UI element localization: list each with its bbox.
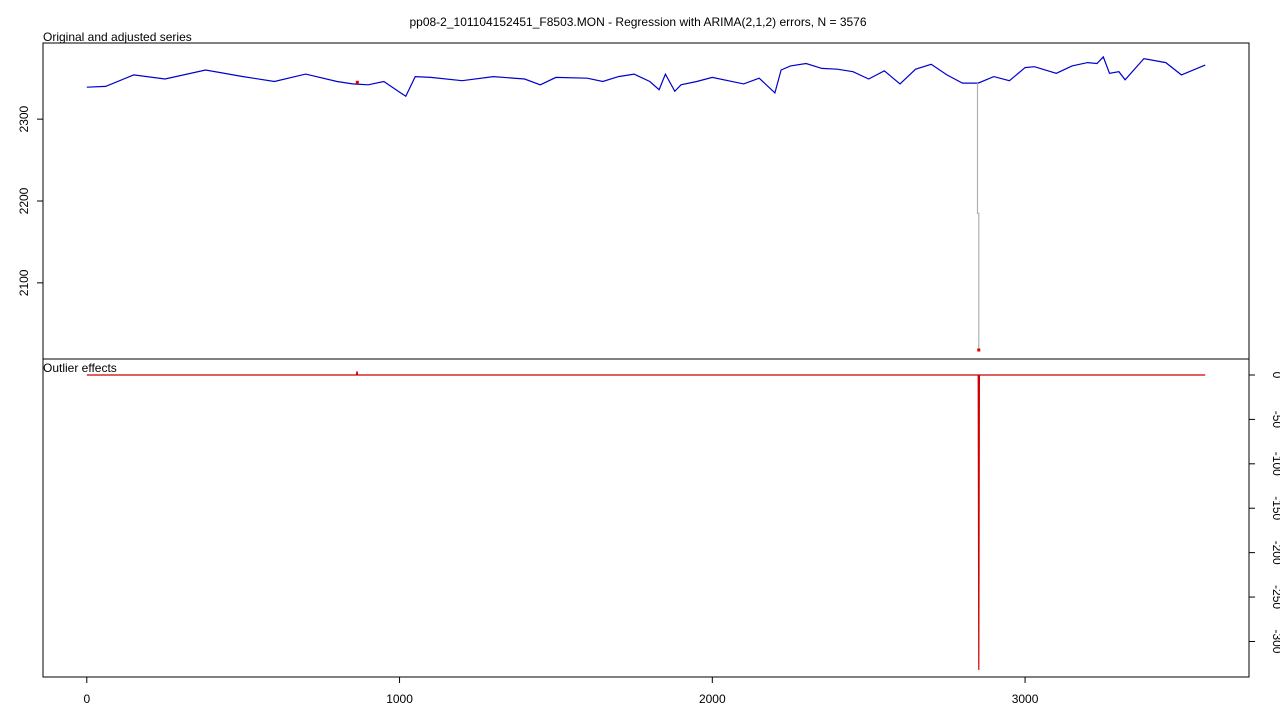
bottom-y-tick-label: -50 [1270, 411, 1280, 429]
bottom-y-tick-label: -250 [1270, 585, 1280, 609]
bottom-series-group [86, 371, 1206, 670]
x-axis: 0 1000 2000 3000 [83, 677, 1039, 706]
top-y-tick-label: 2300 [17, 105, 31, 132]
top-y-tick-label: 2100 [17, 269, 31, 296]
x-tick-label: 2000 [699, 692, 726, 706]
bottom-y-tick-label: -200 [1270, 541, 1280, 565]
top-series-group [86, 55, 1206, 352]
bottom-y-tick-label: 0 [1270, 372, 1280, 379]
top-outlier-marker [355, 80, 359, 84]
x-tick-label: 1000 [386, 692, 413, 706]
bottom-y-tick-label: -100 [1270, 452, 1280, 476]
bottom-panel-title: Outlier effects [43, 361, 117, 375]
top-y-axis: 2100 2200 2300 [17, 105, 43, 296]
chart-title: pp08-2_101104152451_F8503.MON - Regressi… [409, 15, 866, 29]
top-panel-title: Original and adjusted series [43, 30, 192, 44]
bottom-y-tick-label: -150 [1270, 496, 1280, 520]
top-plot-frame [42, 42, 1250, 360]
bottom-series-effects [86, 371, 1206, 670]
bottom-y-tick-label: -300 [1270, 629, 1280, 653]
top-series-adjusted [86, 55, 1206, 98]
bottom-y-axis: 0 -50 -100 -150 -200 -250 -300 [1249, 372, 1280, 654]
bottom-plot-frame [42, 358, 1250, 678]
top-series-original [976, 83, 980, 350]
top-outlier-marker [977, 348, 981, 352]
top-y-tick-label: 2200 [17, 187, 31, 214]
x-tick-label: 0 [83, 692, 90, 706]
x-tick-label: 3000 [1012, 692, 1039, 706]
